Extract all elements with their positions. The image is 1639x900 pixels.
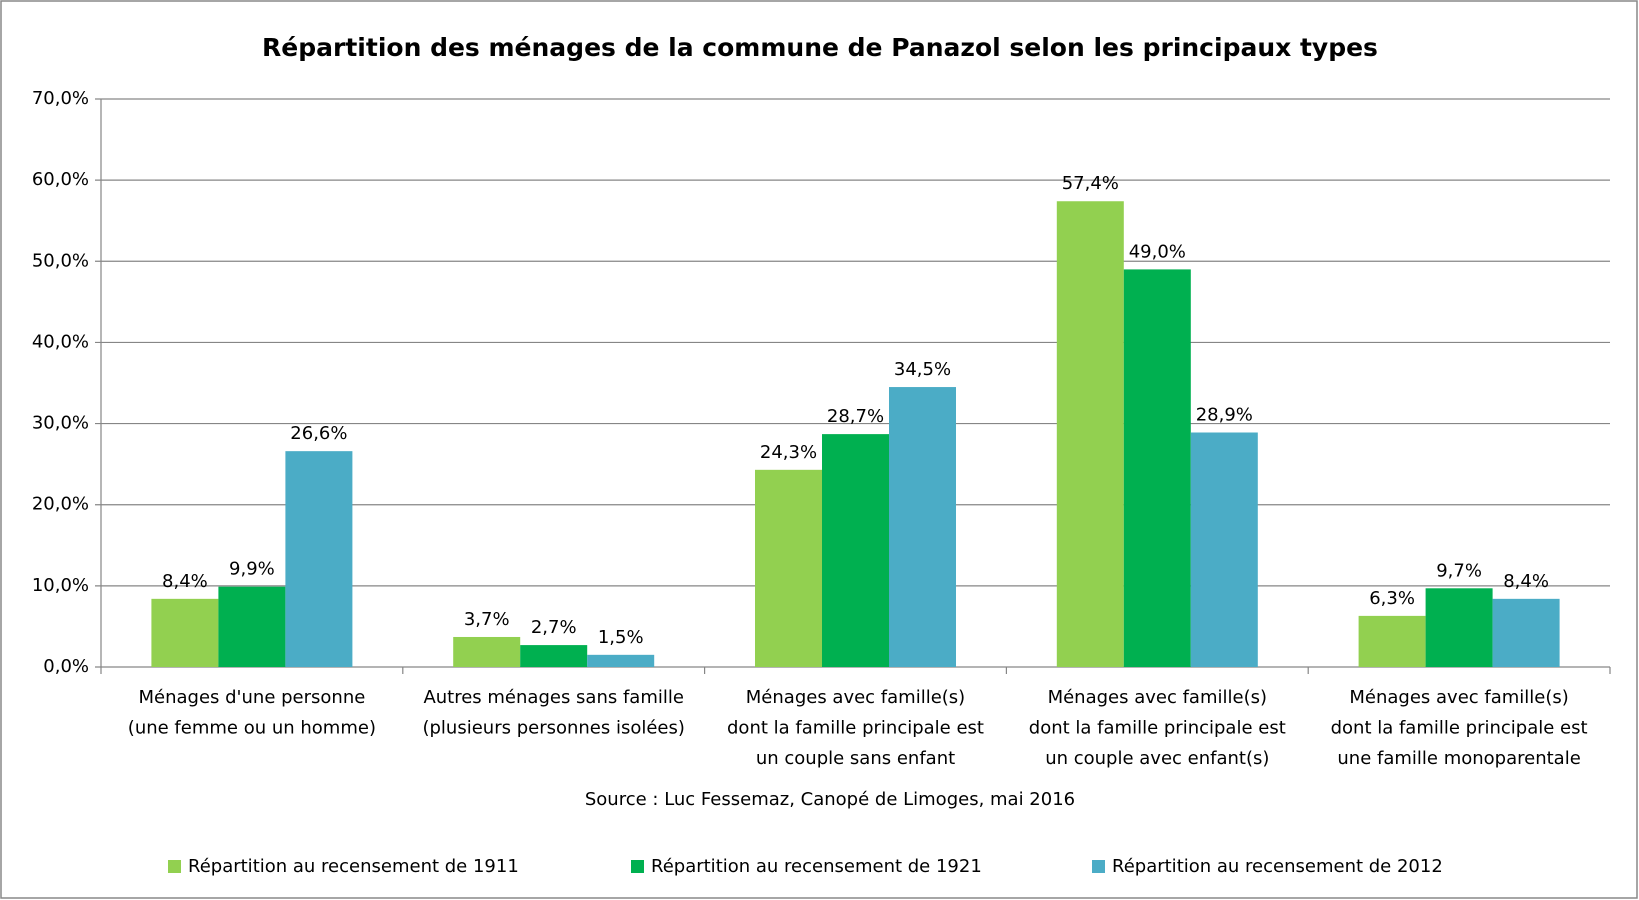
legend-swatch: [168, 860, 181, 873]
x-tick-label: une famille monoparentale: [1337, 748, 1580, 769]
x-tick-label: dont la famille principale est: [1331, 718, 1588, 739]
x-tick-label: un couple sans enfant: [756, 748, 955, 769]
bar: [453, 636, 521, 667]
bar: [587, 654, 655, 667]
bar: [889, 387, 956, 667]
x-tick-label: Ménages avec famille(s): [1048, 687, 1267, 708]
bar: [520, 645, 588, 667]
x-tick-label: Ménages d'une personne: [138, 687, 365, 708]
y-tick-label: 0,0%: [43, 656, 89, 677]
bar: [218, 586, 286, 667]
data-label: 9,9%: [229, 559, 275, 580]
x-tick-label: un couple avec enfant(s): [1045, 748, 1269, 769]
data-label: 57,4%: [1062, 173, 1119, 194]
data-label: 6,3%: [1369, 588, 1415, 609]
y-tick-label: 60,0%: [32, 169, 89, 190]
x-tick-label: Autres ménages sans famille: [423, 687, 684, 708]
y-tick-label: 70,0%: [32, 88, 89, 109]
data-label: 3,7%: [464, 609, 510, 630]
data-label: 2,7%: [531, 617, 577, 638]
bar: [755, 469, 822, 667]
legend-swatch: [631, 860, 644, 873]
x-tick-label: (une femme ou un homme): [128, 718, 376, 739]
data-label: 8,4%: [162, 571, 208, 592]
legend-swatch: [1092, 860, 1105, 873]
bar: [1492, 598, 1560, 667]
data-label: 24,3%: [760, 442, 817, 463]
bar: [285, 451, 353, 667]
y-tick-label: 50,0%: [32, 250, 89, 271]
chart-title: Répartition des ménages de la commune de…: [262, 33, 1378, 62]
data-label: 28,9%: [1196, 404, 1253, 425]
legend-label: Répartition au recensement de 1911: [188, 856, 519, 877]
y-tick-label: 30,0%: [32, 413, 89, 434]
data-label: 34,5%: [894, 359, 951, 380]
data-label: 8,4%: [1503, 571, 1549, 592]
y-tick-label: 20,0%: [32, 494, 89, 515]
x-tick-label: dont la famille principale est: [1029, 718, 1286, 739]
y-tick-label: 10,0%: [32, 575, 89, 596]
bar: [1190, 432, 1258, 667]
data-label: 49,0%: [1129, 241, 1186, 262]
bar: [151, 598, 219, 667]
bar: [1425, 588, 1493, 667]
source-note: Source : Luc Fessemaz, Canopé de Limoges…: [585, 789, 1075, 810]
data-label: 26,6%: [290, 423, 347, 444]
x-tick-label: Ménages avec famille(s): [1349, 687, 1568, 708]
bar: [1358, 615, 1426, 667]
x-tick-label: (plusieurs personnes isolées): [422, 718, 684, 739]
data-label: 1,5%: [598, 627, 644, 648]
legend-label: Répartition au recensement de 2012: [1112, 856, 1443, 877]
data-label: 28,7%: [827, 406, 884, 427]
x-tick-label: Ménages avec famille(s): [746, 687, 965, 708]
y-tick-label: 40,0%: [32, 331, 89, 352]
legend-label: Répartition au recensement de 1921: [651, 856, 982, 877]
x-tick-label: dont la famille principale est: [727, 718, 984, 739]
bar: [1123, 269, 1191, 667]
bar: [1056, 201, 1124, 668]
bar: [822, 434, 889, 667]
data-label: 9,7%: [1436, 560, 1482, 581]
